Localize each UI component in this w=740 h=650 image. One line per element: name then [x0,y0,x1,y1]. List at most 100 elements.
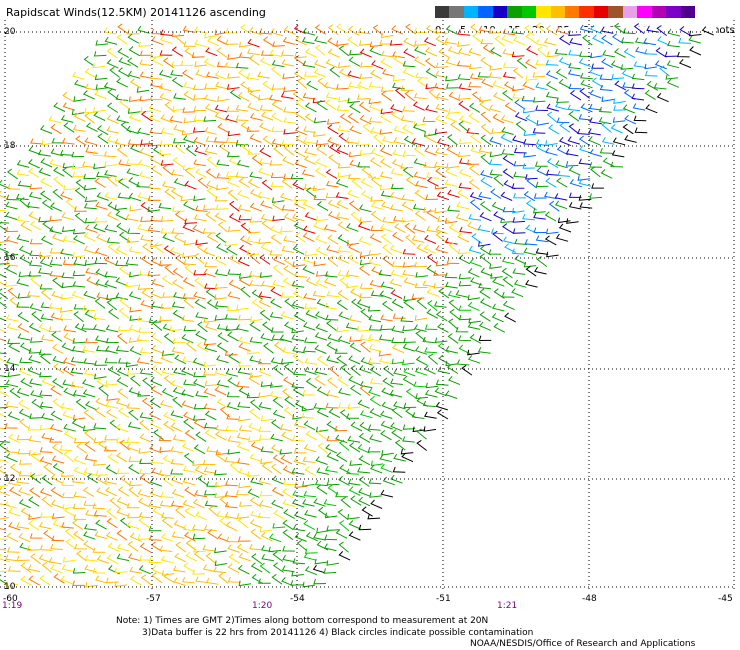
wind-barb [554,200,568,210]
wind-barb [646,80,659,91]
wind-barb [240,24,252,35]
wind-barb [92,106,106,113]
wind-barb [279,448,293,455]
wind-barb [417,77,429,89]
wind-barb [203,317,217,323]
wind-barb [249,26,262,36]
wind-barb [501,34,514,44]
wind-barb [445,25,458,35]
wind-barb [5,314,19,322]
wind-barb [203,116,217,122]
wind-barb [8,342,21,353]
wind-barb [51,455,65,464]
wind-barb [271,475,285,485]
wind-barb [345,322,359,330]
wind-barb [381,233,392,245]
wind-barb [523,152,536,158]
wind-barb [72,171,85,178]
wind-barb [236,442,250,452]
wind-barb [390,378,403,385]
wind-barb [369,434,382,443]
wind-barb [478,25,492,33]
wind-barb [390,104,403,113]
wind-barb [283,235,296,243]
wind-barb [458,100,470,112]
wind-barb [381,387,394,397]
wind-barb [257,71,271,79]
wind-barb [28,575,40,586]
colorbar-swatch [463,6,479,18]
wind-barb [258,426,272,432]
wind-barb [292,386,305,397]
wind-barb [107,453,119,464]
wind-barb [30,553,42,565]
wind-barb [416,428,427,440]
wind-barb [262,80,274,92]
wind-barb [423,207,436,213]
wind-barb [248,374,260,386]
wind-barb [50,564,63,574]
wind-barb [108,308,119,320]
wind-barb [214,212,227,223]
wind-barb [107,175,118,187]
wind-barb [194,298,207,310]
wind-barb [369,492,382,498]
wind-barb [224,501,238,509]
wind-barb [84,217,98,224]
wind-barb [580,103,593,113]
wind-barb [214,385,227,396]
wind-barb [303,292,317,301]
wind-barb [139,458,152,465]
wind-barb [182,499,195,509]
wind-barb [40,289,52,301]
wind-barb [413,324,427,332]
wind-barb [491,128,504,134]
wind-barb [589,193,603,199]
wind-barb [525,174,538,180]
wind-barb [445,57,458,67]
wind-barb [169,115,183,123]
wind-barb [329,66,341,78]
wind-barb [359,48,372,58]
wind-barb [18,271,32,278]
wind-barb [39,487,53,497]
wind-barb [569,90,582,101]
wind-barb [467,294,481,301]
wind-barb [315,323,328,333]
wind-barb [5,226,19,233]
wind-barb [139,419,150,431]
wind-barb [52,188,63,200]
wind-barb [369,46,382,56]
wind-barb [348,520,361,530]
wind-barb [281,204,295,211]
wind-barb [261,179,273,191]
wind-barb [470,146,484,155]
wind-barb [466,159,480,166]
wind-barb [513,171,526,178]
wind-barb [514,112,527,122]
wind-barb [490,188,502,199]
wind-barb [130,375,141,387]
wind-barb [533,193,547,199]
wind-barb [192,533,206,540]
wind-barb [172,387,186,396]
wind-barb [435,225,448,235]
wind-barb [193,269,207,276]
wind-barb [92,62,106,69]
wind-barb [469,192,483,201]
wind-barb [293,24,306,35]
wind-barb [556,117,570,124]
wind-barb [106,299,118,311]
wind-barb [327,48,340,58]
wind-barb [247,86,261,93]
wind-barb [9,297,21,308]
wind-barb [95,345,109,352]
wind-barb [139,50,153,56]
wind-barb [350,495,362,506]
wind-barb [270,357,284,365]
wind-barb [512,207,525,214]
wind-barb [402,424,416,430]
wind-barb [214,196,228,202]
wind-barb [269,160,283,166]
wind-barb [522,213,535,221]
